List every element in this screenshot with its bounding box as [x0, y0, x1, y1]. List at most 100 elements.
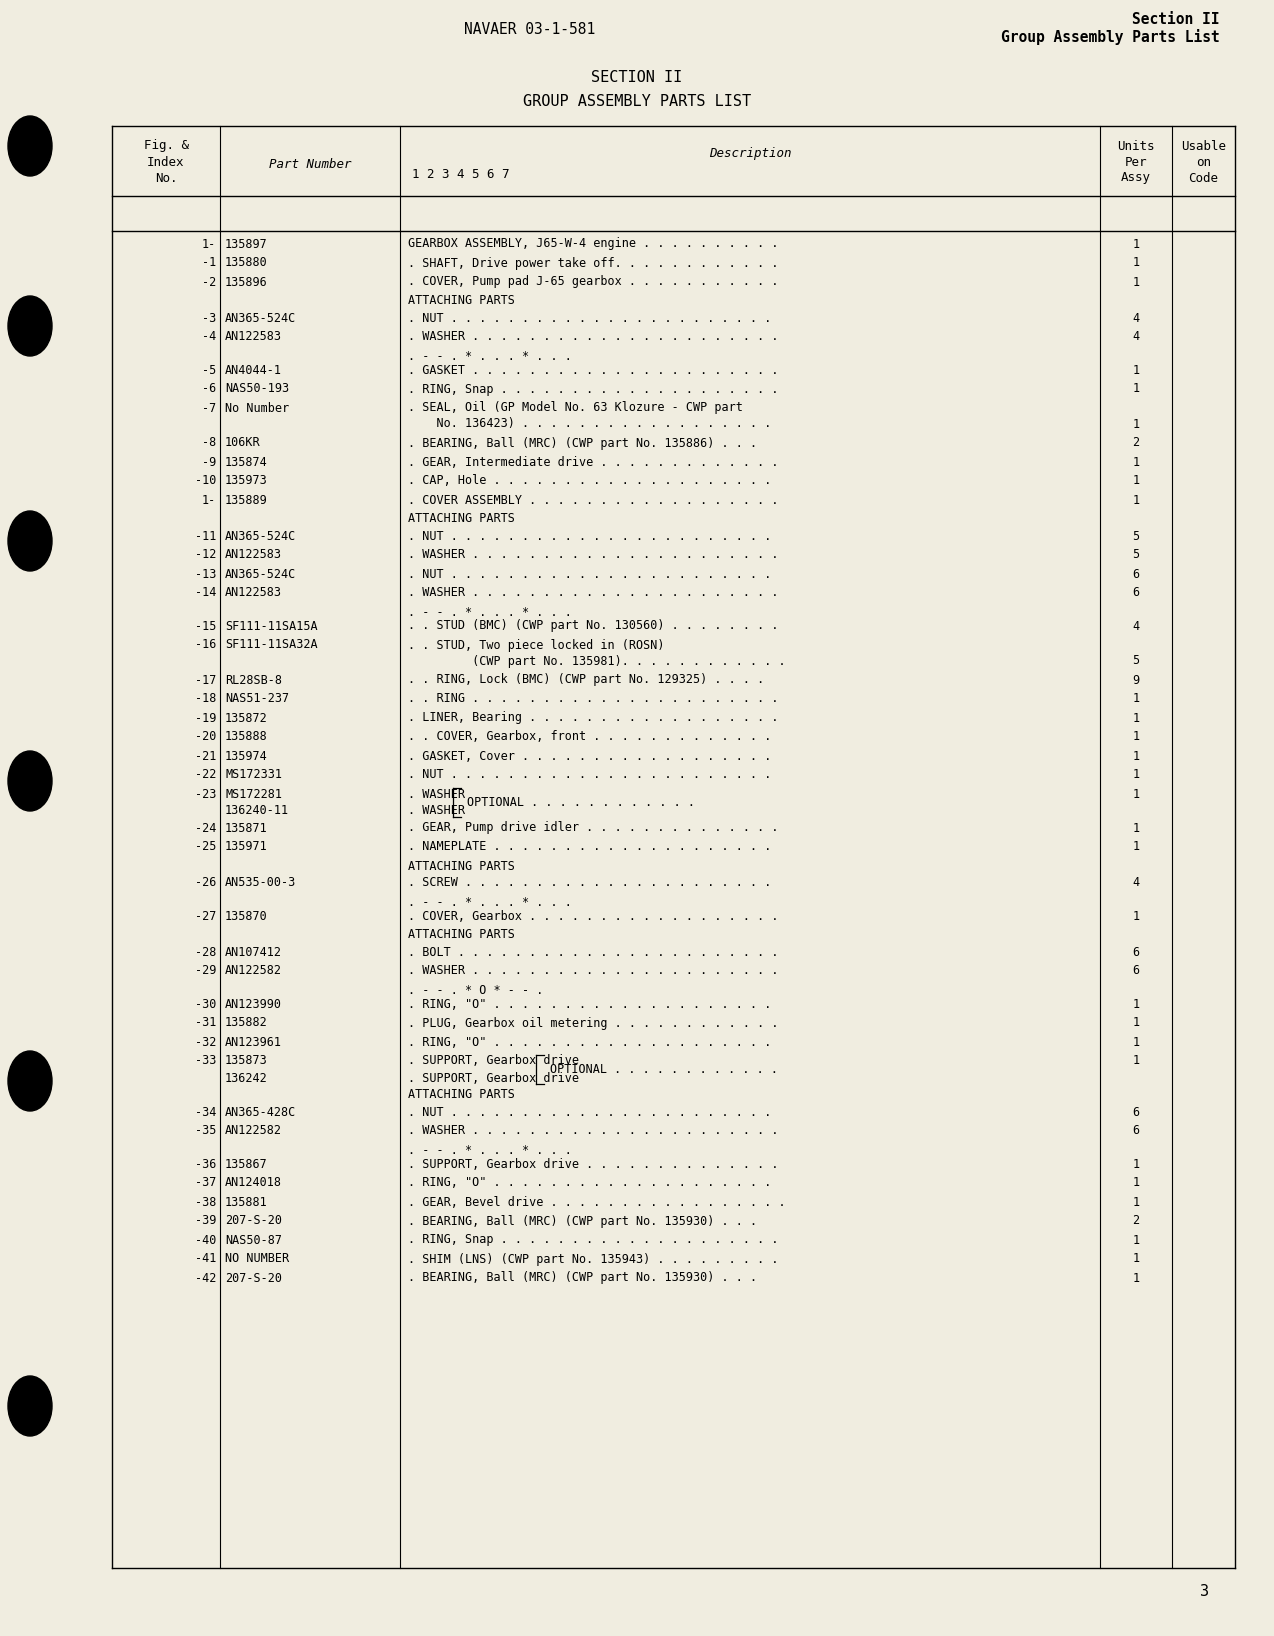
- Text: . NAMEPLATE . . . . . . . . . . . . . . . . . . . .: . NAMEPLATE . . . . . . . . . . . . . . …: [408, 841, 771, 854]
- Text: 1: 1: [1133, 998, 1139, 1011]
- Text: 4: 4: [1133, 877, 1139, 890]
- Text: . LINER, Bearing . . . . . . . . . . . . . . . . . .: . LINER, Bearing . . . . . . . . . . . .…: [408, 712, 778, 725]
- Text: . RING, "O" . . . . . . . . . . . . . . . . . . . .: . RING, "O" . . . . . . . . . . . . . . …: [408, 1176, 771, 1189]
- Text: 135896: 135896: [225, 275, 268, 288]
- Text: ATTACHING PARTS: ATTACHING PARTS: [408, 294, 515, 308]
- Text: -31: -31: [195, 1016, 217, 1029]
- Text: . SUPPORT, Gearbox drive . . . . . . . . . . . . . .: . SUPPORT, Gearbox drive . . . . . . . .…: [408, 1158, 778, 1170]
- Text: AN124018: AN124018: [225, 1176, 282, 1189]
- Text: . NUT . . . . . . . . . . . . . . . . . . . . . . .: . NUT . . . . . . . . . . . . . . . . . …: [408, 568, 771, 581]
- Text: 1: 1: [1133, 1055, 1139, 1068]
- Text: 135867: 135867: [225, 1158, 268, 1170]
- Text: . NUT . . . . . . . . . . . . . . . . . . . . . . .: . NUT . . . . . . . . . . . . . . . . . …: [408, 530, 771, 543]
- Text: 1: 1: [1133, 1158, 1139, 1170]
- Text: 135872: 135872: [225, 712, 268, 725]
- Text: 1: 1: [1133, 731, 1139, 743]
- Text: NAS51-237: NAS51-237: [225, 692, 289, 705]
- Text: 135974: 135974: [225, 749, 268, 762]
- Text: . RING, "O" . . . . . . . . . . . . . . . . . . . .: . RING, "O" . . . . . . . . . . . . . . …: [408, 1036, 771, 1049]
- Text: Units: Units: [1117, 139, 1154, 152]
- Text: -12: -12: [195, 548, 217, 561]
- Ellipse shape: [8, 1050, 52, 1111]
- Ellipse shape: [8, 116, 52, 177]
- Text: . GASKET, Cover . . . . . . . . . . . . . . . . . .: . GASKET, Cover . . . . . . . . . . . . …: [408, 749, 771, 762]
- Text: -39: -39: [195, 1214, 217, 1227]
- Text: ATTACHING PARTS: ATTACHING PARTS: [408, 1088, 515, 1101]
- Text: GROUP ASSEMBLY PARTS LIST: GROUP ASSEMBLY PARTS LIST: [522, 93, 752, 108]
- Text: -20: -20: [195, 731, 217, 743]
- Text: 1: 1: [1133, 257, 1139, 270]
- Text: 6: 6: [1133, 1124, 1139, 1137]
- Text: . WASHER: . WASHER: [408, 787, 465, 800]
- Text: ATTACHING PARTS: ATTACHING PARTS: [408, 859, 515, 872]
- Text: 1: 1: [1133, 1271, 1139, 1284]
- Text: . - - . * . . . * . . .: . - - . * . . . * . . .: [408, 895, 572, 908]
- Text: SF111-11SA32A: SF111-11SA32A: [225, 638, 317, 651]
- Text: 136242: 136242: [225, 1072, 268, 1085]
- Text: . BEARING, Ball (MRC) (CWP part No. 135930) . . .: . BEARING, Ball (MRC) (CWP part No. 1359…: [408, 1271, 757, 1284]
- Text: . BOLT . . . . . . . . . . . . . . . . . . . . . . .: . BOLT . . . . . . . . . . . . . . . . .…: [408, 946, 778, 959]
- Text: . WASHER: . WASHER: [408, 805, 465, 818]
- Ellipse shape: [8, 296, 52, 357]
- Text: No. 136423) . . . . . . . . . . . . . . . . . .: No. 136423) . . . . . . . . . . . . . . …: [408, 417, 771, 430]
- Text: 1: 1: [1133, 1036, 1139, 1049]
- Text: 5: 5: [1133, 530, 1139, 543]
- Text: . RING, Snap . . . . . . . . . . . . . . . . . . . .: . RING, Snap . . . . . . . . . . . . . .…: [408, 1234, 778, 1247]
- Text: -38: -38: [195, 1196, 217, 1209]
- Ellipse shape: [8, 751, 52, 811]
- Text: -4: -4: [201, 330, 217, 344]
- Text: . NUT . . . . . . . . . . . . . . . . . . . . . . .: . NUT . . . . . . . . . . . . . . . . . …: [408, 769, 771, 782]
- Text: -15: -15: [195, 620, 217, 633]
- Text: . WASHER . . . . . . . . . . . . . . . . . . . . . .: . WASHER . . . . . . . . . . . . . . . .…: [408, 330, 778, 344]
- Text: NAVAER 03-1-581: NAVAER 03-1-581: [465, 21, 596, 36]
- Text: 207-S-20: 207-S-20: [225, 1271, 282, 1284]
- Text: RL28SB-8: RL28SB-8: [225, 674, 282, 687]
- Text: . GEAR, Pump drive idler . . . . . . . . . . . . . .: . GEAR, Pump drive idler . . . . . . . .…: [408, 821, 778, 834]
- Text: AN122583: AN122583: [225, 586, 282, 599]
- Text: 1: 1: [1133, 275, 1139, 288]
- Text: Group Assembly Parts List: Group Assembly Parts List: [1001, 29, 1220, 46]
- Text: AN365-428C: AN365-428C: [225, 1106, 297, 1119]
- Text: -26: -26: [195, 877, 217, 890]
- Text: . CAP, Hole . . . . . . . . . . . . . . . . . . . .: . CAP, Hole . . . . . . . . . . . . . . …: [408, 474, 771, 488]
- Text: Section II: Section II: [1133, 11, 1220, 26]
- Text: -42: -42: [195, 1271, 217, 1284]
- Text: (CWP part No. 135981). . . . . . . . . . . .: (CWP part No. 135981). . . . . . . . . .…: [408, 654, 786, 667]
- Text: 135971: 135971: [225, 841, 268, 854]
- Text: 4: 4: [1133, 330, 1139, 344]
- Text: -23: -23: [195, 787, 217, 800]
- Text: -19: -19: [195, 712, 217, 725]
- Text: . GEAR, Intermediate drive . . . . . . . . . . . . .: . GEAR, Intermediate drive . . . . . . .…: [408, 455, 778, 468]
- Text: . WASHER . . . . . . . . . . . . . . . . . . . . . .: . WASHER . . . . . . . . . . . . . . . .…: [408, 586, 778, 599]
- Text: 6: 6: [1133, 568, 1139, 581]
- Text: 1: 1: [1133, 417, 1139, 430]
- Text: 4: 4: [1133, 620, 1139, 633]
- Text: AN123961: AN123961: [225, 1036, 282, 1049]
- Text: . . RING . . . . . . . . . . . . . . . . . . . . . .: . . RING . . . . . . . . . . . . . . . .…: [408, 692, 778, 705]
- Text: 6: 6: [1133, 586, 1139, 599]
- Text: -24: -24: [195, 821, 217, 834]
- Text: . - - . * . . . * . . .: . - - . * . . . * . . .: [408, 1144, 572, 1157]
- Text: MS172281: MS172281: [225, 787, 282, 800]
- Text: -40: -40: [195, 1234, 217, 1247]
- Text: 5: 5: [1133, 548, 1139, 561]
- Text: -41: -41: [195, 1253, 217, 1266]
- Text: . COVER ASSEMBLY . . . . . . . . . . . . . . . . . .: . COVER ASSEMBLY . . . . . . . . . . . .…: [408, 494, 778, 507]
- Text: 135871: 135871: [225, 821, 268, 834]
- Ellipse shape: [8, 510, 52, 571]
- Text: Code: Code: [1189, 172, 1218, 185]
- Text: AN122582: AN122582: [225, 965, 282, 977]
- Text: 1 2 3 4 5 6 7: 1 2 3 4 5 6 7: [412, 167, 510, 180]
- Text: . RING, Snap . . . . . . . . . . . . . . . . . . . .: . RING, Snap . . . . . . . . . . . . . .…: [408, 383, 778, 396]
- Text: -3: -3: [201, 311, 217, 324]
- Text: -14: -14: [195, 586, 217, 599]
- Text: . GASKET . . . . . . . . . . . . . . . . . . . . . .: . GASKET . . . . . . . . . . . . . . . .…: [408, 363, 778, 376]
- Text: . COVER, Gearbox . . . . . . . . . . . . . . . . . .: . COVER, Gearbox . . . . . . . . . . . .…: [408, 910, 778, 923]
- Text: 1: 1: [1133, 712, 1139, 725]
- Text: -13: -13: [195, 568, 217, 581]
- Text: 1: 1: [1133, 494, 1139, 507]
- Text: 1: 1: [1133, 841, 1139, 854]
- Text: 4: 4: [1133, 311, 1139, 324]
- Text: AN4044-1: AN4044-1: [225, 363, 282, 376]
- Text: . . STUD (BMC) (CWP part No. 130560) . . . . . . . .: . . STUD (BMC) (CWP part No. 130560) . .…: [408, 620, 778, 633]
